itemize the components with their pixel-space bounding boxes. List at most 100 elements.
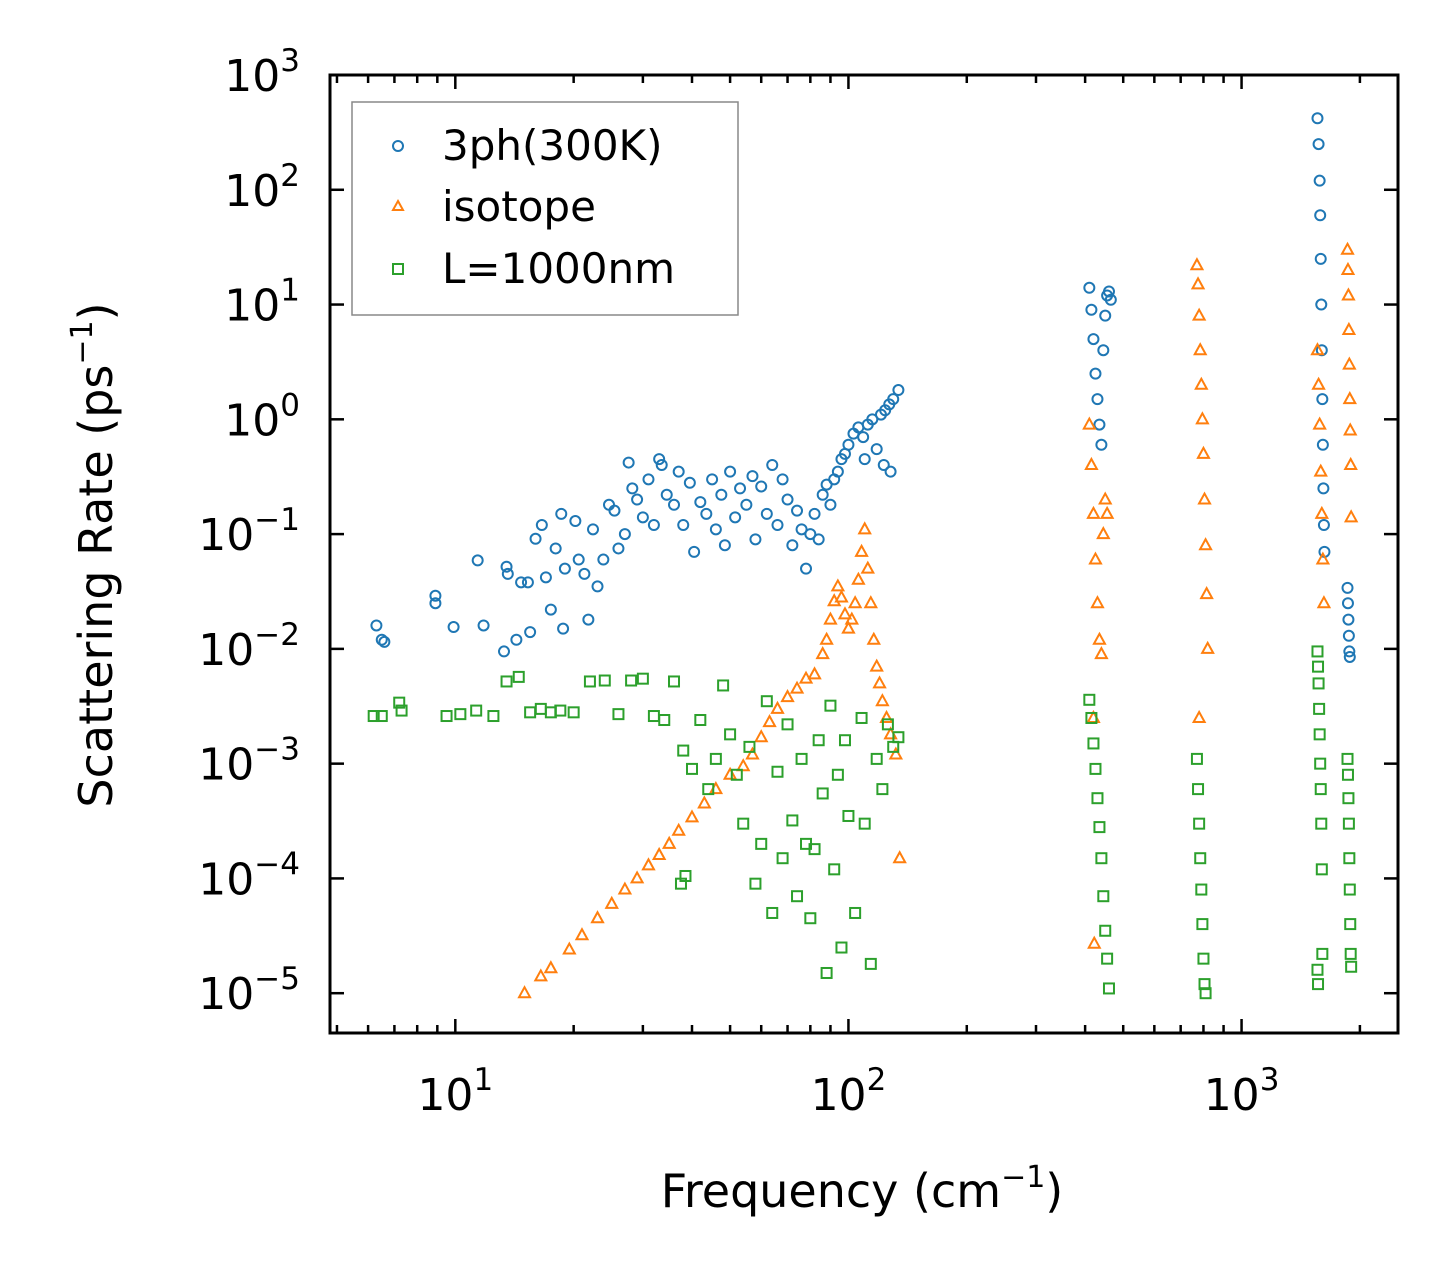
data-point-triangle xyxy=(1314,505,1329,519)
data-point-triangle xyxy=(1196,445,1211,459)
data-point-triangle xyxy=(1198,537,1213,551)
data-point-square xyxy=(1312,660,1325,673)
data-point-triangle xyxy=(1086,505,1101,519)
data-point-square xyxy=(647,710,660,723)
y-tick-label: 10−4 xyxy=(198,846,300,905)
data-point-triangle xyxy=(847,595,863,609)
data-point-triangle xyxy=(1316,595,1332,609)
data-point-circle xyxy=(816,488,829,501)
data-point-triangle xyxy=(662,835,677,849)
y-tick-label: 10−5 xyxy=(198,961,300,1020)
data-point-triangle xyxy=(837,606,853,620)
data-point-circle xyxy=(877,458,890,471)
data-point-square xyxy=(1314,783,1327,796)
x-axis-label-text: Frequency (cm xyxy=(661,1164,1001,1218)
data-point-circle xyxy=(1314,252,1327,265)
data-point-circle xyxy=(1342,613,1355,626)
y-tick-label-exponent: 1 xyxy=(280,273,300,309)
data-point-square xyxy=(1313,702,1326,715)
data-point-circle xyxy=(842,438,855,451)
data-point-square xyxy=(1342,792,1355,805)
y-tick-label-exponent: −1 xyxy=(254,502,300,538)
data-point-square xyxy=(804,912,817,925)
data-point-triangle xyxy=(1199,586,1214,600)
data-point-circle xyxy=(429,589,442,602)
data-point-circle xyxy=(515,576,528,589)
data-point-square xyxy=(831,768,844,781)
legend-marker-boundary xyxy=(392,263,404,275)
y-axis-label: Scattering Rate (ps−1) xyxy=(65,302,123,807)
data-point-triangle xyxy=(754,729,769,743)
data-point-triangle xyxy=(1342,356,1357,370)
data-point-circle xyxy=(694,496,707,509)
x-tick-label-base: 10 xyxy=(1204,1070,1260,1121)
data-point-triangle xyxy=(834,589,849,603)
data-point-circle xyxy=(795,523,808,536)
data-point-circle xyxy=(370,619,383,632)
y-tick-label-base: 10 xyxy=(224,51,280,102)
y-axis-label-close: ) xyxy=(69,302,123,320)
data-point-square xyxy=(709,752,722,765)
legend-label-isotope: isotope xyxy=(442,182,596,231)
tick-layer xyxy=(330,73,1398,1033)
data-point-circle xyxy=(831,465,844,478)
data-point-triangle xyxy=(574,927,590,941)
data-point-circle xyxy=(660,488,673,501)
data-point-triangle xyxy=(872,675,887,689)
data-point-square xyxy=(1099,924,1112,937)
data-point-square xyxy=(674,877,687,890)
data-point-triangle xyxy=(1341,321,1357,336)
data-point-triangle xyxy=(736,758,751,772)
data-point-triangle xyxy=(789,680,805,694)
data-point-triangle xyxy=(819,631,834,645)
data-point-triangle xyxy=(722,766,738,780)
data-point-circle xyxy=(626,482,639,495)
data-point-square xyxy=(1190,752,1203,765)
data-point-circle xyxy=(1097,344,1110,357)
data-point-circle xyxy=(755,480,768,493)
data-point-square xyxy=(1344,918,1357,931)
y-tick-label-base: 10 xyxy=(198,625,254,676)
data-point-circle xyxy=(749,533,762,546)
data-point-square xyxy=(771,765,784,778)
x-tick-label-exponent: 2 xyxy=(867,1062,887,1098)
data-point-square xyxy=(1083,693,1096,706)
data-point-circle xyxy=(636,511,649,524)
data-point-triangle xyxy=(875,693,890,707)
data-point-circle xyxy=(642,473,655,486)
x-axis-label-sup: −1 xyxy=(1001,1160,1045,1195)
data-point-square xyxy=(876,783,889,796)
data-point-square xyxy=(393,696,406,709)
data-point-square xyxy=(636,672,649,685)
data-point-triangle xyxy=(684,809,700,823)
data-point-circle xyxy=(1343,650,1356,663)
data-point-square xyxy=(812,734,825,747)
data-point-square xyxy=(816,787,829,800)
data-point-triangle xyxy=(1197,491,1212,505)
data-point-triangle xyxy=(562,941,577,955)
data-point-circle xyxy=(791,504,804,517)
data-point-triangle xyxy=(1193,342,1208,356)
data-point-square xyxy=(760,695,773,708)
data-point-triangle xyxy=(1191,709,1207,723)
data-point-triangle xyxy=(1315,551,1331,565)
data-point-circle xyxy=(786,539,799,552)
data-point-circle xyxy=(1342,629,1355,642)
data-point-triangle xyxy=(841,620,856,634)
data-point-square xyxy=(781,718,794,731)
data-point-triangle xyxy=(1343,422,1358,436)
data-point-circle xyxy=(529,532,542,545)
data-point-circle xyxy=(549,542,562,555)
data-point-square xyxy=(835,941,848,954)
data-point-circle xyxy=(612,542,625,555)
data-point-circle xyxy=(760,507,773,520)
data-point-square xyxy=(1194,852,1207,865)
y-tick-label-exponent: 2 xyxy=(280,158,300,194)
data-point-square xyxy=(554,704,567,717)
data-point-triangle xyxy=(879,709,894,723)
data-point-triangle xyxy=(590,910,605,924)
data-point-square xyxy=(524,706,537,719)
legend-marker-3ph xyxy=(392,140,404,152)
data-point-circle xyxy=(375,633,388,646)
data-point-square xyxy=(1314,757,1327,770)
